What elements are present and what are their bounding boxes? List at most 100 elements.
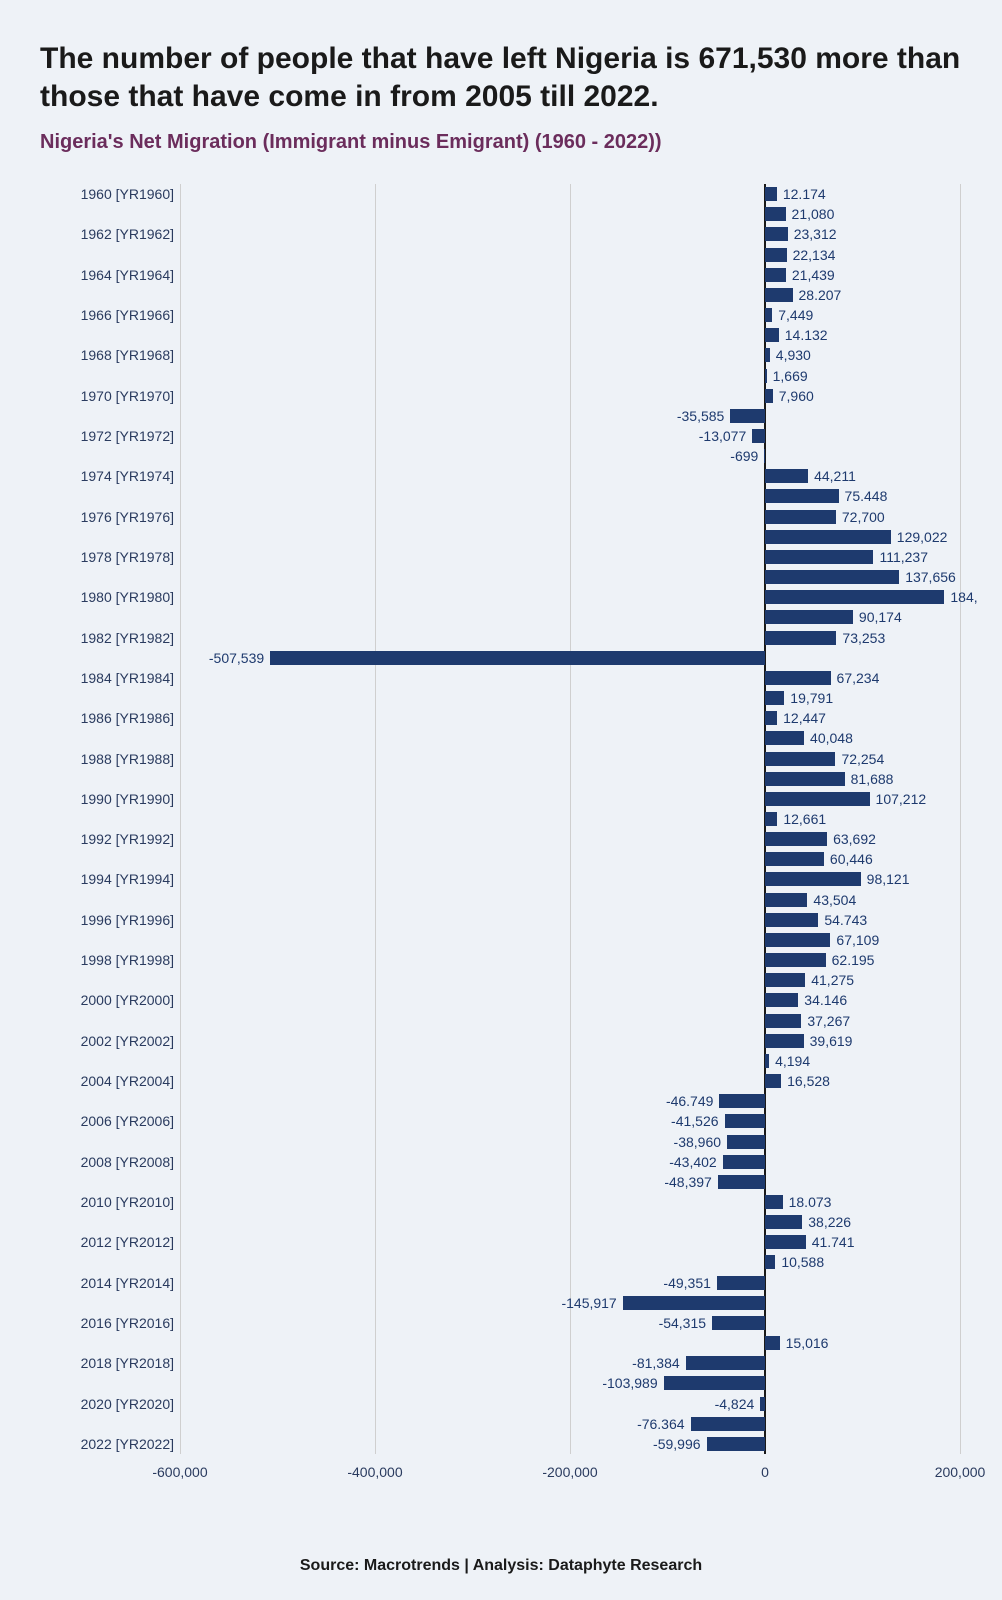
bar: [765, 348, 770, 362]
bar: [686, 1356, 765, 1370]
bar: [765, 671, 831, 685]
gridline: [960, 184, 961, 1454]
bar: [765, 1235, 806, 1249]
bar: [765, 328, 779, 342]
value-label: -43,402: [669, 1154, 716, 1170]
value-label: 1,669: [773, 368, 808, 384]
value-label: 90,174: [859, 609, 902, 625]
bar: [765, 248, 787, 262]
gridline: [180, 184, 181, 1454]
bar: [765, 308, 772, 322]
value-label: 41,275: [811, 972, 854, 988]
x-tick-label: -400,000: [347, 1464, 402, 1480]
value-label: 37,267: [807, 1013, 850, 1029]
value-label: 107,212: [876, 791, 927, 807]
value-label: 111,237: [879, 549, 928, 565]
value-label: 73,253: [842, 630, 885, 646]
y-axis-label: 2014 [YR2014]: [81, 1275, 174, 1291]
bar: [765, 1255, 775, 1269]
y-axis-label: 1992 [YR1992]: [81, 831, 174, 847]
y-axis-label: 1962 [YR1962]: [81, 226, 174, 242]
y-axis-label: 1990 [YR1990]: [81, 791, 174, 807]
value-label: 41.741: [812, 1234, 855, 1250]
bar: [765, 1014, 801, 1028]
value-label: 21,080: [792, 206, 835, 222]
y-axis-label: 2004 [YR2004]: [81, 1073, 174, 1089]
value-label: 12.174: [783, 186, 826, 202]
bar: [765, 510, 836, 524]
value-label: 40,048: [810, 730, 853, 746]
bar: [718, 1175, 765, 1189]
bar: [765, 550, 873, 564]
value-label: 43,504: [813, 892, 856, 908]
bar: [765, 369, 767, 383]
bar: [765, 953, 826, 967]
x-tick-label: -600,000: [152, 1464, 207, 1480]
gridline: [570, 184, 571, 1454]
y-axis-label: 1972 [YR1972]: [81, 428, 174, 444]
value-label: -507,539: [209, 650, 264, 666]
chart-container: -600,000-400,000-200,0000200,0001960 [YR…: [40, 184, 960, 1504]
bar: [725, 1114, 765, 1128]
value-label: -41,526: [671, 1113, 718, 1129]
value-label: 28.207: [799, 287, 842, 303]
y-axis-label: 1978 [YR1978]: [81, 549, 174, 565]
y-axis-label: 2018 [YR2018]: [81, 1355, 174, 1371]
bar: [760, 1397, 765, 1411]
bar: [712, 1316, 765, 1330]
bar: [717, 1276, 765, 1290]
chart-title: The number of people that have left Nige…: [40, 40, 972, 115]
value-label: -145,917: [561, 1295, 616, 1311]
x-tick-label: 0: [761, 1464, 769, 1480]
bar: [707, 1437, 765, 1451]
bar: [623, 1296, 765, 1310]
bar: [765, 772, 845, 786]
bar: [765, 631, 836, 645]
value-label: 12,447: [783, 710, 826, 726]
bar: [765, 913, 818, 927]
y-axis-label: 1960 [YR1960]: [81, 186, 174, 202]
y-axis-label: 1968 [YR1968]: [81, 347, 174, 363]
value-label: 75.448: [845, 488, 888, 504]
value-label: -49,351: [663, 1275, 710, 1291]
value-label: 34.146: [804, 992, 847, 1008]
source-attribution: Source: Macrotrends | Analysis: Dataphyt…: [0, 1557, 1002, 1575]
value-label: 23,312: [794, 226, 837, 242]
x-tick-label: -200,000: [542, 1464, 597, 1480]
y-axis-label: 2016 [YR2016]: [81, 1315, 174, 1331]
y-axis-label: 2010 [YR2010]: [81, 1194, 174, 1210]
bar: [765, 469, 808, 483]
bar: [752, 429, 765, 443]
value-label: -54,315: [659, 1315, 706, 1331]
bar: [719, 1094, 765, 1108]
bar: [270, 651, 765, 665]
bar: [765, 1336, 780, 1350]
y-axis-label: 2000 [YR2000]: [81, 992, 174, 1008]
bar: [727, 1135, 765, 1149]
bar: [765, 1074, 781, 1088]
bar: [765, 227, 788, 241]
bar: [765, 832, 827, 846]
x-tick-label: 200,000: [935, 1464, 986, 1480]
bar: [765, 691, 784, 705]
y-axis-label: 2012 [YR2012]: [81, 1234, 174, 1250]
value-label: -4,824: [715, 1396, 755, 1412]
y-axis-label: 1974 [YR1974]: [81, 468, 174, 484]
bar: [764, 449, 765, 463]
value-label: -48,397: [664, 1174, 711, 1190]
value-label: -103,989: [602, 1375, 657, 1391]
bar: [765, 1054, 769, 1068]
value-label: 60,446: [830, 851, 873, 867]
value-label: 44,211: [814, 468, 856, 484]
y-axis-label: 1982 [YR1982]: [81, 630, 174, 646]
value-label: 16,528: [787, 1073, 830, 1089]
bar: [765, 872, 861, 886]
value-label: -46.749: [666, 1093, 713, 1109]
bar: [765, 288, 793, 302]
value-label: 18.073: [789, 1194, 832, 1210]
bar: [765, 1215, 802, 1229]
value-label: 62.195: [832, 952, 875, 968]
y-axis-label: 2008 [YR2008]: [81, 1154, 174, 1170]
value-label: -699: [730, 448, 758, 464]
y-axis-label: 1964 [YR1964]: [81, 267, 174, 283]
